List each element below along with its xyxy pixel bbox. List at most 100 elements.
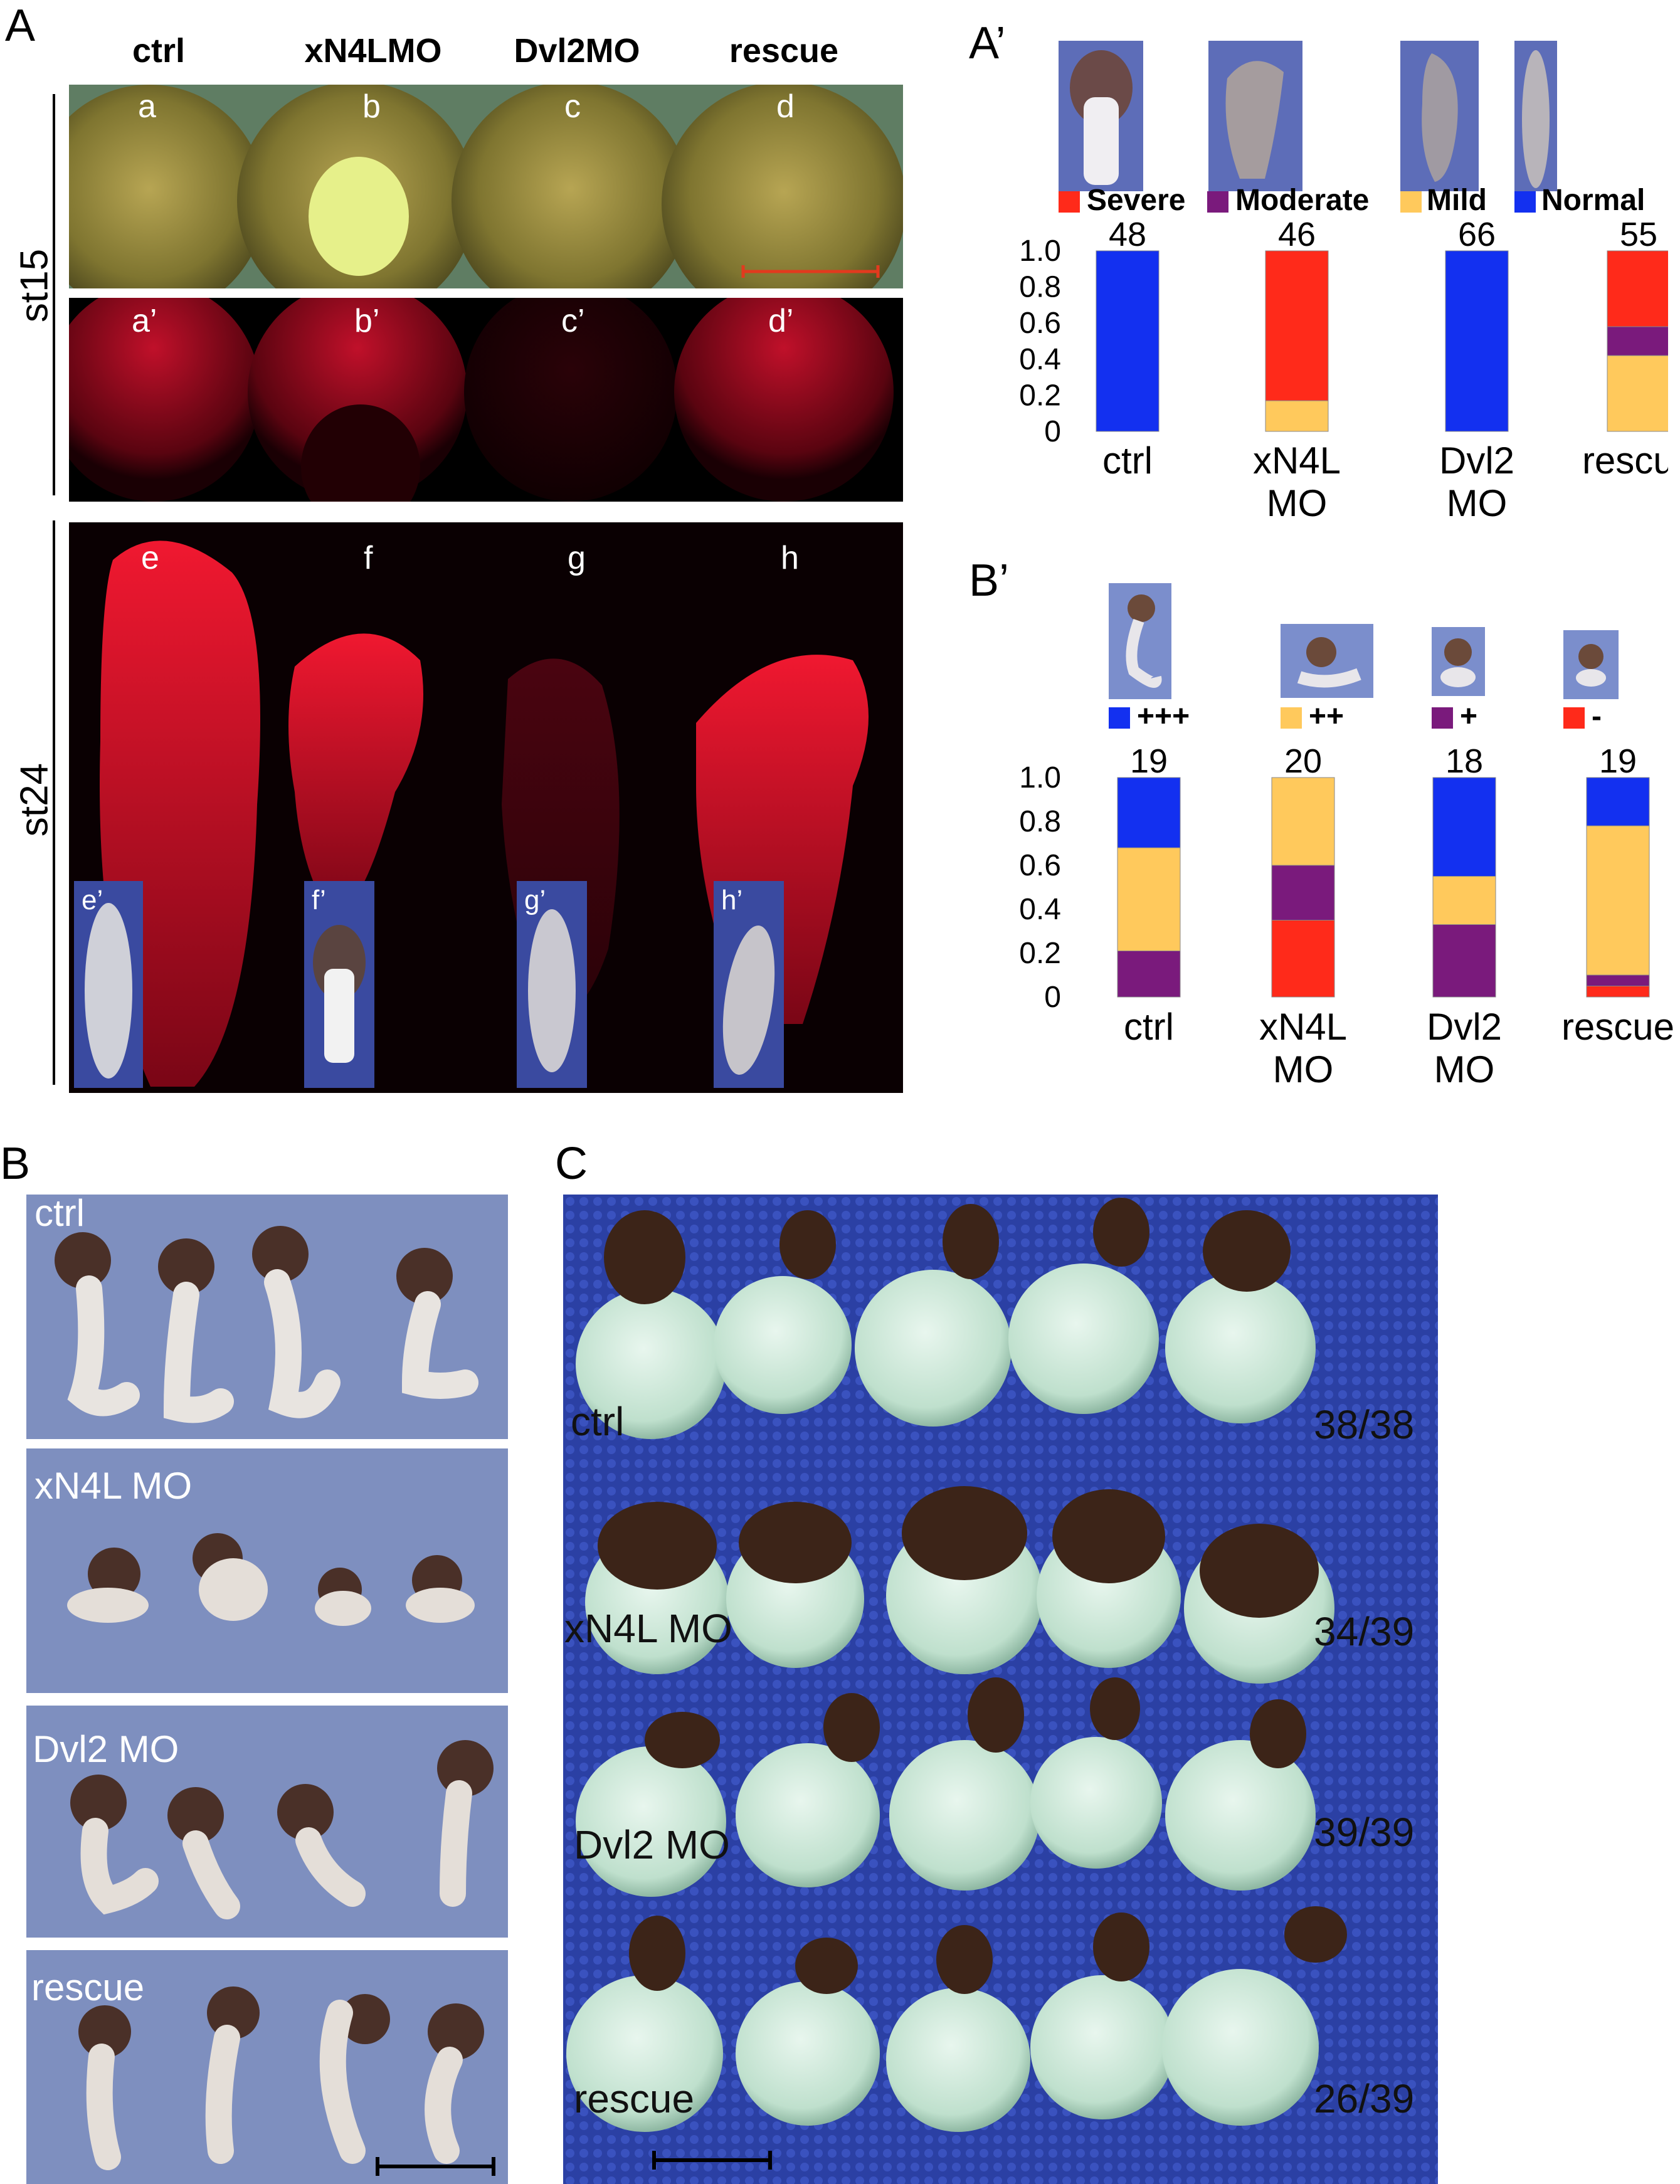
y-tick-label: 0.4 <box>1019 893 1061 926</box>
panel-b-xn4l-image <box>26 1448 508 1693</box>
y-tick-label: 1.0 <box>1019 761 1061 794</box>
legend-severe-label: Severe <box>1087 184 1186 217</box>
bar-count-label: 55 <box>1620 216 1657 253</box>
st24-bracket-line <box>53 520 55 1085</box>
bar-segment-+ <box>1432 924 1496 998</box>
panel-b-ctrl-tadpoles <box>55 1226 478 1423</box>
column-header-xn4lmo: xN4LMO <box>304 32 442 70</box>
legend-plus1-swatch <box>1432 707 1453 729</box>
bar-segment-+++ <box>1117 777 1181 848</box>
row-label-st24: st24 <box>13 762 56 837</box>
label-d: d <box>776 88 795 125</box>
legend-normal-label: Normal <box>1541 184 1646 217</box>
panel-b-xn4l-tadpoles <box>67 1533 475 1626</box>
st15-fluorescence-embryos <box>69 298 894 502</box>
thumb-severe-image <box>1070 50 1133 185</box>
panel-c-label-xn4l: xN4L MO <box>564 1606 732 1651</box>
panel-c-score-rescue: 26/39 <box>1314 2076 1415 2121</box>
legend-severe-swatch <box>1059 191 1080 213</box>
inset-f-prime: f’ <box>304 881 374 1088</box>
y-tick-label: 0 <box>1044 981 1061 1014</box>
panel-b-ctrl-image <box>26 1195 508 1439</box>
label-c: c <box>564 88 581 125</box>
bar-segment-+++ <box>1586 777 1650 826</box>
legend-plus1-label: + <box>1460 700 1478 733</box>
legend-plus3-swatch <box>1109 707 1130 729</box>
thumb-b-plus1 <box>1432 627 1485 696</box>
tadpole-normal-image <box>85 903 132 1079</box>
bar-count-label: 20 <box>1284 742 1322 780</box>
panel-letter-a-prime: A’ <box>969 18 1006 68</box>
panel-c-label-ctrl: ctrl <box>571 1399 625 1444</box>
bar-segment-Severe <box>1265 250 1329 401</box>
bar-count-label: 46 <box>1278 216 1316 253</box>
label-h-prime: h’ <box>721 885 743 915</box>
legend-moderate-swatch <box>1207 191 1228 213</box>
label-d-prime: d’ <box>768 303 794 339</box>
panel-b-rescue-tadpoles <box>78 1986 495 2176</box>
label-e: e <box>141 540 159 576</box>
y-tick-label: 1.0 <box>1019 235 1061 268</box>
category-label: Dvl2 <box>1427 1006 1502 1048</box>
thumb-normal-image <box>1522 50 1550 188</box>
thumb-b-plus2 <box>1281 624 1373 698</box>
bar-segment-- <box>1586 986 1650 998</box>
chart-a-prime: 1.00.80.60.40.2048ctrl46xN4LMO66Dvl2MO55… <box>1019 216 1668 524</box>
thumb-severe <box>1059 41 1143 191</box>
legend-moderate-label: Moderate <box>1235 184 1370 217</box>
panel-letter-c: C <box>555 1139 588 1189</box>
bar-segment-Moderate <box>1607 326 1668 356</box>
category-label: MO <box>1447 482 1508 524</box>
thumb-b-minus-image <box>1576 644 1606 687</box>
thumb-b-plus2-image <box>1297 637 1361 688</box>
tadpole-rescue-image <box>722 926 775 1075</box>
panel-b-label-rescue: rescue <box>31 1966 145 2008</box>
bar-segment-Normal <box>1445 250 1509 432</box>
thumb-moderate-image <box>1225 61 1284 179</box>
st15-bracket-line <box>53 94 55 495</box>
bar-segment-+++ <box>1432 777 1496 877</box>
legend-plus2-swatch <box>1281 707 1302 729</box>
legend-minus-swatch <box>1563 707 1585 729</box>
panel-b-label-xn4l: xN4L MO <box>34 1465 193 1507</box>
tadpole-dvl2-image <box>528 909 576 1072</box>
category-label: MO <box>1434 1048 1495 1090</box>
bar-segment-Severe <box>1607 250 1668 327</box>
column-header-dvl2mo: Dvl2MO <box>514 32 640 70</box>
thumb-mild <box>1400 41 1479 191</box>
panel-c-score-dvl2: 39/39 <box>1314 1810 1415 1855</box>
category-label: xN4L <box>1253 440 1341 482</box>
y-tick-label: 0.6 <box>1019 307 1061 340</box>
y-tick-label: 0 <box>1044 415 1061 448</box>
thumb-moderate <box>1208 41 1302 191</box>
st15-brightfield-image <box>69 85 903 288</box>
label-b: b <box>362 88 381 125</box>
panel-b-dvl2-tadpoles <box>70 1740 494 1919</box>
bar-count-label: 48 <box>1109 216 1146 253</box>
legend-minus-label: - <box>1592 700 1602 733</box>
legend-normal-swatch <box>1514 191 1536 213</box>
label-f: f <box>364 540 373 576</box>
inset-h-prime: h’ <box>714 881 784 1088</box>
y-tick-label: 0.8 <box>1019 805 1061 838</box>
category-label: xN4L <box>1259 1006 1347 1048</box>
chart-b-prime: 1.00.80.60.40.2019ctrl20xN4LMO18Dvl2MO19… <box>1019 742 1674 1090</box>
bar-segment-++ <box>1271 777 1335 866</box>
bar-count-label: 18 <box>1445 742 1483 780</box>
panel-letter-a: A <box>5 1 36 51</box>
thumb-b-plus3 <box>1109 583 1171 699</box>
legend-mild-label: Mild <box>1427 184 1487 217</box>
tadpole-severe-image <box>313 925 366 1063</box>
column-header-ctrl: ctrl <box>132 32 186 70</box>
bar-count-label: 19 <box>1130 742 1168 780</box>
panel-b-dvl2-image <box>26 1706 508 1938</box>
bar-count-label: 19 <box>1599 742 1637 780</box>
panel-b-label-dvl2: Dvl2 MO <box>33 1728 179 1770</box>
panel-c-label-dvl2: Dvl2 MO <box>574 1822 730 1867</box>
thumb-normal <box>1514 41 1557 191</box>
legend-plus3-label: +++ <box>1137 700 1190 733</box>
category-label: rescue <box>1582 440 1668 482</box>
panel-b-label-ctrl: ctrl <box>34 1192 85 1234</box>
legend-mild-swatch <box>1400 191 1422 213</box>
bar-segment-+ <box>1271 865 1335 921</box>
